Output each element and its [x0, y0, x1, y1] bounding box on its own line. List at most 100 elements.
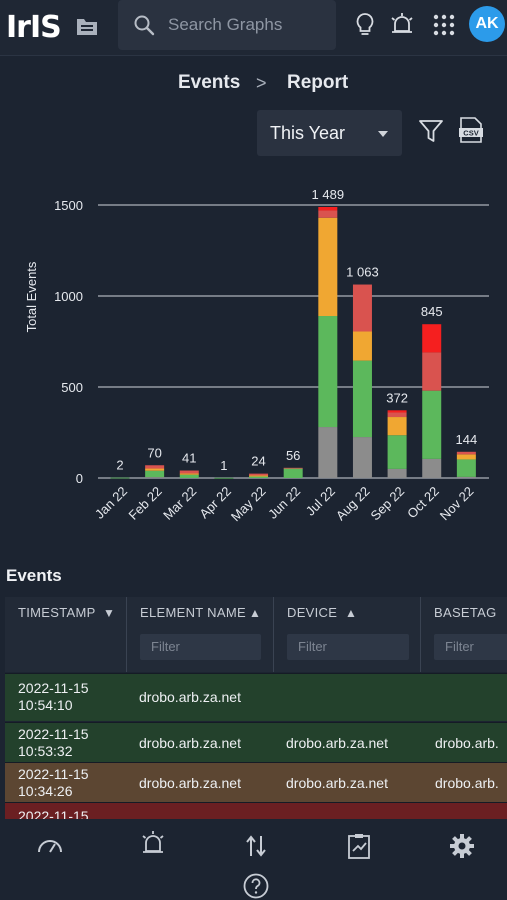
column-header-basetag[interactable]: BASETAG Filter — [421, 597, 507, 672]
bar-segment[interactable] — [387, 412, 407, 418]
apps-grid-icon[interactable] — [430, 11, 458, 39]
bar-segment[interactable] — [145, 470, 165, 478]
help-icon[interactable] — [242, 872, 270, 900]
table-row[interactable]: 2022-11-15 10:54:10 drobo.arb.za.net — [5, 673, 507, 721]
search-placeholder[interactable]: Search Graphs — [168, 15, 283, 34]
sort-asc-icon[interactable]: ▲ — [249, 606, 261, 620]
bar-total-label: 144 — [456, 432, 478, 447]
period-select[interactable]: This Year — [257, 110, 402, 156]
basetag-filter-input[interactable]: Filter — [434, 634, 507, 660]
bar-segment[interactable] — [249, 476, 269, 478]
x-tick-label: Mar 22 — [160, 484, 199, 523]
dashboard-icon[interactable] — [36, 832, 64, 860]
x-tick-label: Sep 22 — [367, 484, 407, 524]
bar-total-label: 41 — [182, 451, 196, 466]
x-tick-label: Jun 22 — [265, 484, 303, 522]
table-row[interactable]: 2022-11-15 — [5, 802, 507, 819]
filter-icon[interactable] — [417, 117, 445, 145]
bar-segment[interactable] — [422, 390, 442, 459]
breadcrumb-separator: > — [256, 73, 267, 93]
bar-segment[interactable] — [352, 437, 372, 478]
bar-segment[interactable] — [387, 435, 407, 469]
table-row[interactable]: 2022-11-15 10:34:26 drobo.arb.za.net drob… — [5, 762, 507, 802]
search-box[interactable]: Search Graphs — [118, 0, 336, 50]
bar-segment[interactable] — [145, 465, 165, 469]
device-filter-input[interactable]: Filter — [287, 634, 409, 660]
bar-segment[interactable] — [422, 458, 442, 478]
bar-segment[interactable] — [145, 477, 165, 478]
column-header-timestamp[interactable]: TIMESTAMP ▼ — [5, 597, 127, 672]
bar-total-label: 24 — [251, 454, 265, 469]
bar-segment[interactable] — [456, 459, 476, 477]
x-tick-label: Nov 22 — [437, 484, 477, 524]
y-tick-label: 1000 — [54, 289, 83, 304]
x-tick-label: Feb 22 — [126, 484, 165, 523]
bar-total-label: 845 — [421, 304, 443, 319]
row-element-name: drobo.arb.za.net — [139, 775, 241, 791]
row-element-name: drobo.arb.za.net — [139, 735, 241, 751]
period-select-value: This Year — [270, 123, 346, 143]
bar-segment[interactable] — [318, 217, 338, 317]
events-chart: 0 500 1000 1500 2 70 41 1 24 56 1 489 1 063 372 845 1… — [24, 187, 489, 525]
settings-icon[interactable] — [448, 832, 476, 860]
y-tick-label: 500 — [61, 380, 83, 395]
bar-segment[interactable] — [179, 470, 199, 474]
chart-bars — [110, 207, 476, 479]
bar-segment[interactable] — [318, 316, 338, 428]
row-element-name: drobo.arb.za.net — [139, 689, 241, 705]
table-row[interactable]: 2022-11-15 10:53:32 drobo.arb.za.net drob… — [5, 722, 507, 762]
chevron-down-icon — [378, 131, 388, 137]
bar-total-label: 1 063 — [346, 265, 379, 280]
bar-segment[interactable] — [422, 324, 442, 353]
column-header-device[interactable]: DEVICE ▲ Filter — [274, 597, 421, 672]
sort-asc-icon[interactable]: ▲ — [345, 606, 357, 620]
lightbulb-icon[interactable] — [351, 11, 379, 39]
bar-segment[interactable] — [318, 427, 338, 478]
x-tick-label: Apr 22 — [196, 484, 234, 522]
bar-segment[interactable] — [249, 475, 269, 477]
bar-total-label: 70 — [147, 445, 161, 460]
bar-segment[interactable] — [318, 210, 338, 218]
row-time: 10:34:26 — [18, 783, 73, 799]
bar-segment[interactable] — [352, 360, 372, 438]
app-logo[interactable]: IrIS — [6, 10, 62, 45]
column-header-element-name[interactable]: ELEMENT NAME ▲ Filter — [127, 597, 274, 672]
row-device: drobo.arb.za.net — [286, 735, 388, 751]
bar-segment[interactable] — [352, 331, 372, 361]
bar-segment[interactable] — [456, 454, 476, 460]
alarm-icon[interactable] — [139, 830, 167, 858]
bar-segment[interactable] — [387, 417, 407, 436]
breadcrumb-events-link[interactable]: Events — [178, 72, 241, 93]
bar-segment[interactable] — [145, 468, 165, 471]
user-avatar[interactable]: AK — [469, 6, 505, 42]
bar-segment[interactable] — [387, 410, 407, 413]
row-basetag: drobo.arb. — [435, 775, 499, 791]
bar-segment[interactable] — [318, 207, 338, 211]
bar-segment[interactable] — [249, 473, 269, 476]
row-date: 2022-11-15 — [18, 726, 89, 742]
chart-total-labels: 2 70 41 1 24 56 1 489 1 063 372 845 144 — [116, 187, 477, 473]
bar-segment[interactable] — [283, 467, 303, 469]
bar-segment[interactable] — [179, 474, 199, 478]
bar-segment[interactable] — [110, 477, 130, 479]
bar-segment[interactable] — [283, 468, 303, 478]
element-name-filter-input[interactable]: Filter — [140, 634, 261, 660]
transfer-icon[interactable] — [242, 832, 270, 860]
x-tick-label: May 22 — [228, 484, 269, 525]
bar-segment[interactable] — [352, 284, 372, 332]
row-time: 10:54:10 — [18, 697, 73, 713]
report-icon[interactable] — [345, 832, 373, 860]
bar-segment[interactable] — [214, 477, 234, 479]
csv-export-icon[interactable]: CSV — [458, 116, 484, 144]
x-tick-label: Jan 22 — [92, 484, 130, 522]
bar-segment[interactable] — [456, 476, 476, 478]
bar-segment[interactable] — [422, 352, 442, 391]
folder-icon[interactable] — [76, 16, 98, 36]
table-header: TIMESTAMP ▼ ELEMENT NAME ▲ Filter DEVICE… — [5, 597, 507, 672]
alarm-bell-icon[interactable] — [388, 11, 416, 39]
column-label: DEVICE — [287, 605, 338, 620]
bar-segment[interactable] — [179, 473, 199, 475]
sort-desc-icon[interactable]: ▼ — [103, 606, 115, 620]
bar-segment[interactable] — [387, 468, 407, 478]
bar-segment[interactable] — [456, 451, 476, 455]
